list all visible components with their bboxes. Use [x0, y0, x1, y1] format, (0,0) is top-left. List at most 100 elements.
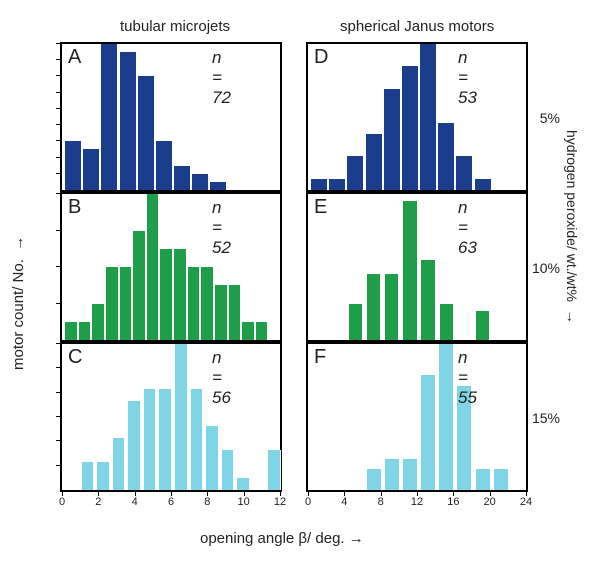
arrow-right-icon: → [349, 530, 364, 547]
bar [241, 322, 255, 340]
bar [64, 141, 82, 190]
xtick-mark [526, 492, 527, 496]
bar [158, 389, 172, 490]
panel-D [306, 42, 528, 192]
arrow-up-icon: → [10, 236, 27, 255]
row-label-2: 15% [532, 410, 560, 426]
bar [475, 311, 490, 340]
bar [64, 322, 78, 340]
bar [402, 459, 418, 490]
figure-root: tubular microjets spherical Janus motors… [0, 0, 600, 564]
bar [100, 44, 118, 190]
xtick-mark [207, 492, 208, 496]
bar [119, 267, 133, 340]
bar [187, 267, 201, 340]
bar [159, 249, 173, 340]
xtick-mark [417, 492, 418, 496]
xtick: 16 [443, 496, 463, 508]
n-label-F: n = 55 [458, 348, 477, 408]
bar [146, 194, 160, 340]
bar [419, 44, 437, 190]
bar [439, 304, 454, 341]
panel-letter-A: A [68, 46, 81, 69]
n-label-E: n = 63 [458, 198, 477, 258]
ytick-mark [56, 92, 60, 93]
ytick-mark [56, 59, 60, 60]
xtick: 0 [298, 496, 318, 508]
bar [119, 52, 137, 190]
bar [438, 344, 454, 490]
ytick-mark [56, 392, 60, 393]
bar [267, 450, 281, 490]
ytick-mark [56, 173, 60, 174]
bar [173, 166, 191, 190]
ytick-mark [56, 193, 60, 194]
bar [401, 66, 419, 190]
bar [174, 344, 188, 490]
bar [221, 450, 235, 490]
xtick-mark [98, 492, 99, 496]
bar [173, 249, 187, 340]
xtick-mark [453, 492, 454, 496]
xtick-mark [308, 492, 309, 496]
bar [143, 389, 157, 490]
bar [493, 469, 509, 490]
bar [384, 459, 400, 490]
ytick-mark [56, 108, 60, 109]
xtick: 20 [480, 496, 500, 508]
panel-A [60, 42, 282, 192]
bar [384, 274, 399, 340]
bar [348, 304, 363, 341]
bar [365, 134, 383, 190]
ytick-mark [56, 230, 60, 231]
bar [96, 462, 110, 490]
xtick: 12 [407, 496, 427, 508]
ytick-mark [56, 43, 60, 44]
y-axis-text: motor count/ No. [10, 259, 27, 370]
bar [214, 285, 228, 340]
xtick: 10 [234, 496, 254, 508]
bar [200, 267, 214, 340]
panel-letter-F: F [314, 346, 326, 369]
bar [78, 322, 92, 340]
ytick-mark [56, 465, 60, 466]
xtick-mark [280, 492, 281, 496]
xtick-mark [490, 492, 491, 496]
bar [190, 389, 204, 490]
xtick: 0 [52, 496, 72, 508]
panel-B [60, 192, 282, 342]
bar [437, 123, 455, 190]
right-axis-label: hydrogen peroxide/ wt./wt% → [564, 130, 580, 324]
row-label-1: 10% [532, 260, 560, 276]
bar [474, 179, 492, 190]
bar [383, 89, 401, 190]
bar [127, 401, 141, 490]
bar [366, 274, 381, 340]
bar [328, 179, 346, 190]
xtick: 8 [371, 496, 391, 508]
y-axis-label: motor count/ No. → [10, 236, 27, 370]
bar [236, 478, 250, 490]
xtick: 6 [161, 496, 181, 508]
x-axis-text: opening angle β/ deg. [200, 530, 345, 547]
xtick: 8 [197, 496, 217, 508]
xtick: 4 [125, 496, 145, 508]
bar [228, 285, 242, 340]
panel-E [306, 192, 528, 342]
bar [209, 182, 227, 190]
x-axis-label: opening angle β/ deg. → [200, 530, 364, 547]
bar [366, 469, 382, 490]
xtick: 24 [516, 496, 536, 508]
ytick-mark [56, 140, 60, 141]
ytick-mark [56, 440, 60, 441]
col-header-left: tubular microjets [120, 18, 230, 35]
bar [105, 267, 119, 340]
right-axis-text: hydrogen peroxide/ wt./wt% [564, 130, 580, 302]
ytick-mark [56, 266, 60, 267]
n-label-B: n = 52 [212, 198, 231, 258]
n-label-C: n = 56 [212, 348, 231, 408]
xtick: 2 [88, 496, 108, 508]
ytick-mark [56, 75, 60, 76]
bar [455, 156, 473, 190]
bar [137, 76, 155, 190]
